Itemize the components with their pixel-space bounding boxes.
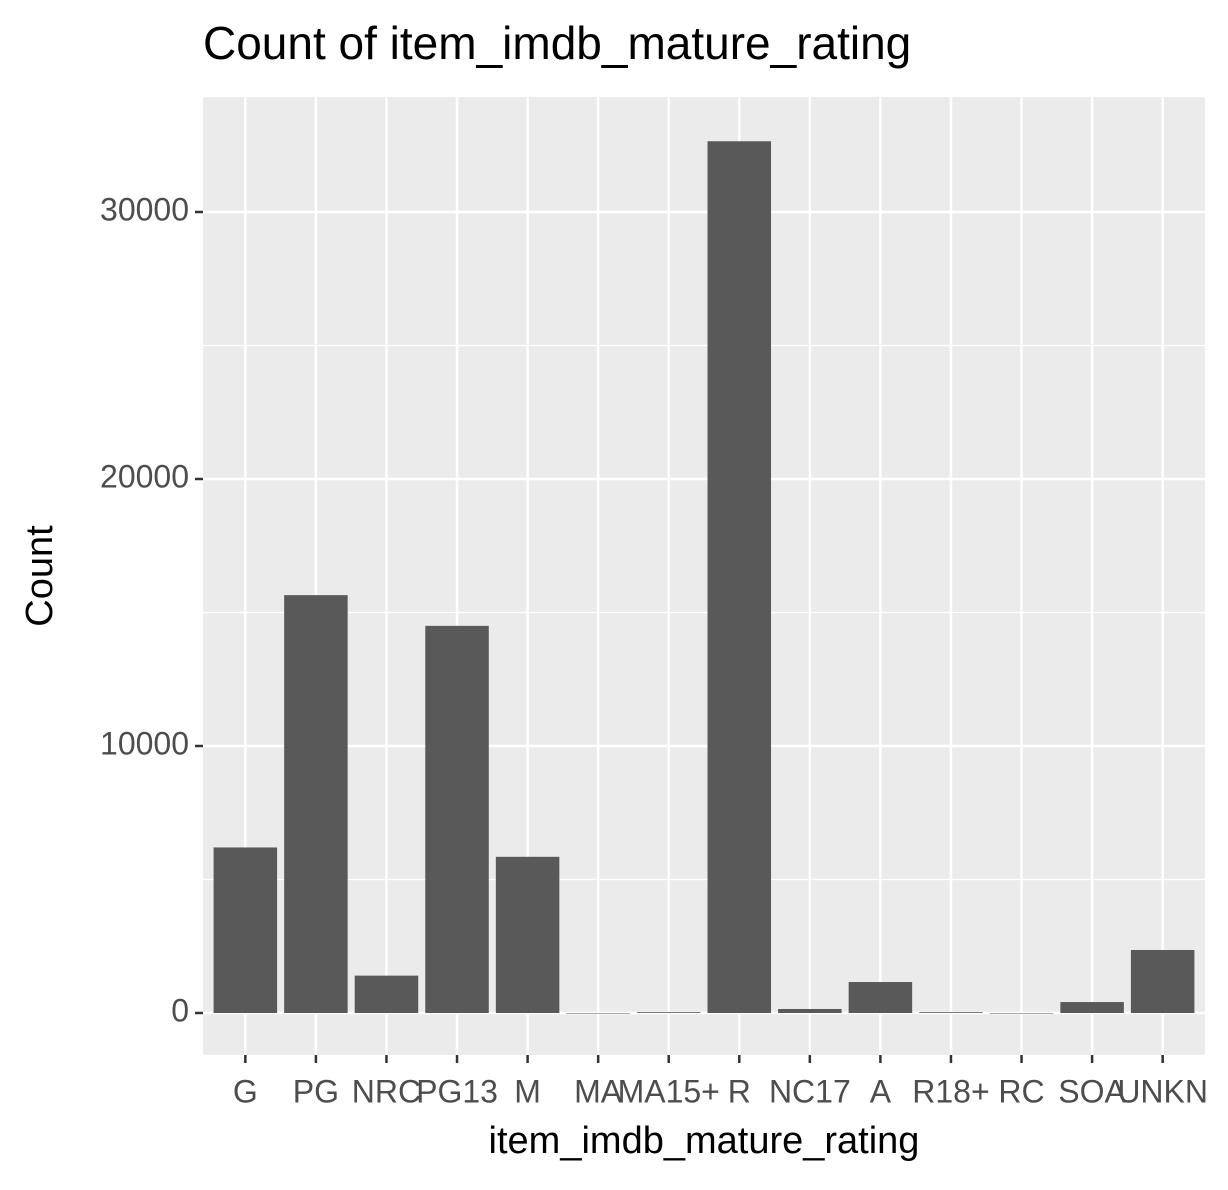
- x-tick-label: PG13: [416, 1073, 498, 1109]
- y-tick-label: 20000: [100, 458, 189, 494]
- bar: [989, 1013, 1054, 1014]
- bar: [919, 1012, 983, 1014]
- x-tick-label: PG: [293, 1073, 339, 1109]
- x-tick-label: RC: [998, 1073, 1044, 1109]
- x-tick-label: M: [514, 1073, 541, 1109]
- y-tick-label: 0: [171, 992, 189, 1028]
- bar: [213, 847, 278, 1014]
- bar: [566, 1013, 630, 1014]
- y-axis-title: Count: [19, 525, 61, 627]
- x-tick-label: R18+: [912, 1073, 989, 1109]
- bar: [354, 975, 419, 1014]
- bar: [1060, 1002, 1124, 1014]
- bar: [425, 625, 489, 1014]
- chart-title: Count of item_imdb_mature_rating: [203, 17, 911, 69]
- y-tick-label: 10000: [100, 725, 189, 761]
- x-tick-label: UNKN: [1117, 1073, 1208, 1109]
- x-tick-label: G: [233, 1073, 258, 1109]
- bar: [707, 141, 772, 1014]
- x-tick-label: A: [870, 1073, 892, 1109]
- panel: [203, 97, 1205, 1055]
- bar: [1130, 949, 1195, 1014]
- bar: [778, 1008, 842, 1014]
- bar: [495, 856, 560, 1014]
- x-axis-title: item_imdb_mature_rating: [489, 1120, 920, 1162]
- y-tick-label: 30000: [100, 191, 189, 227]
- x-tick-label: R: [728, 1073, 751, 1109]
- x-tick-label: SOA: [1058, 1073, 1126, 1109]
- bar: [848, 982, 913, 1014]
- x-tick-label: MA15+: [618, 1073, 720, 1109]
- bar: [636, 1012, 701, 1014]
- x-tick-label: NC17: [769, 1073, 851, 1109]
- x-tick-label: NRC: [352, 1073, 421, 1109]
- bar: [284, 595, 348, 1014]
- x-tick-label: MA: [574, 1073, 623, 1109]
